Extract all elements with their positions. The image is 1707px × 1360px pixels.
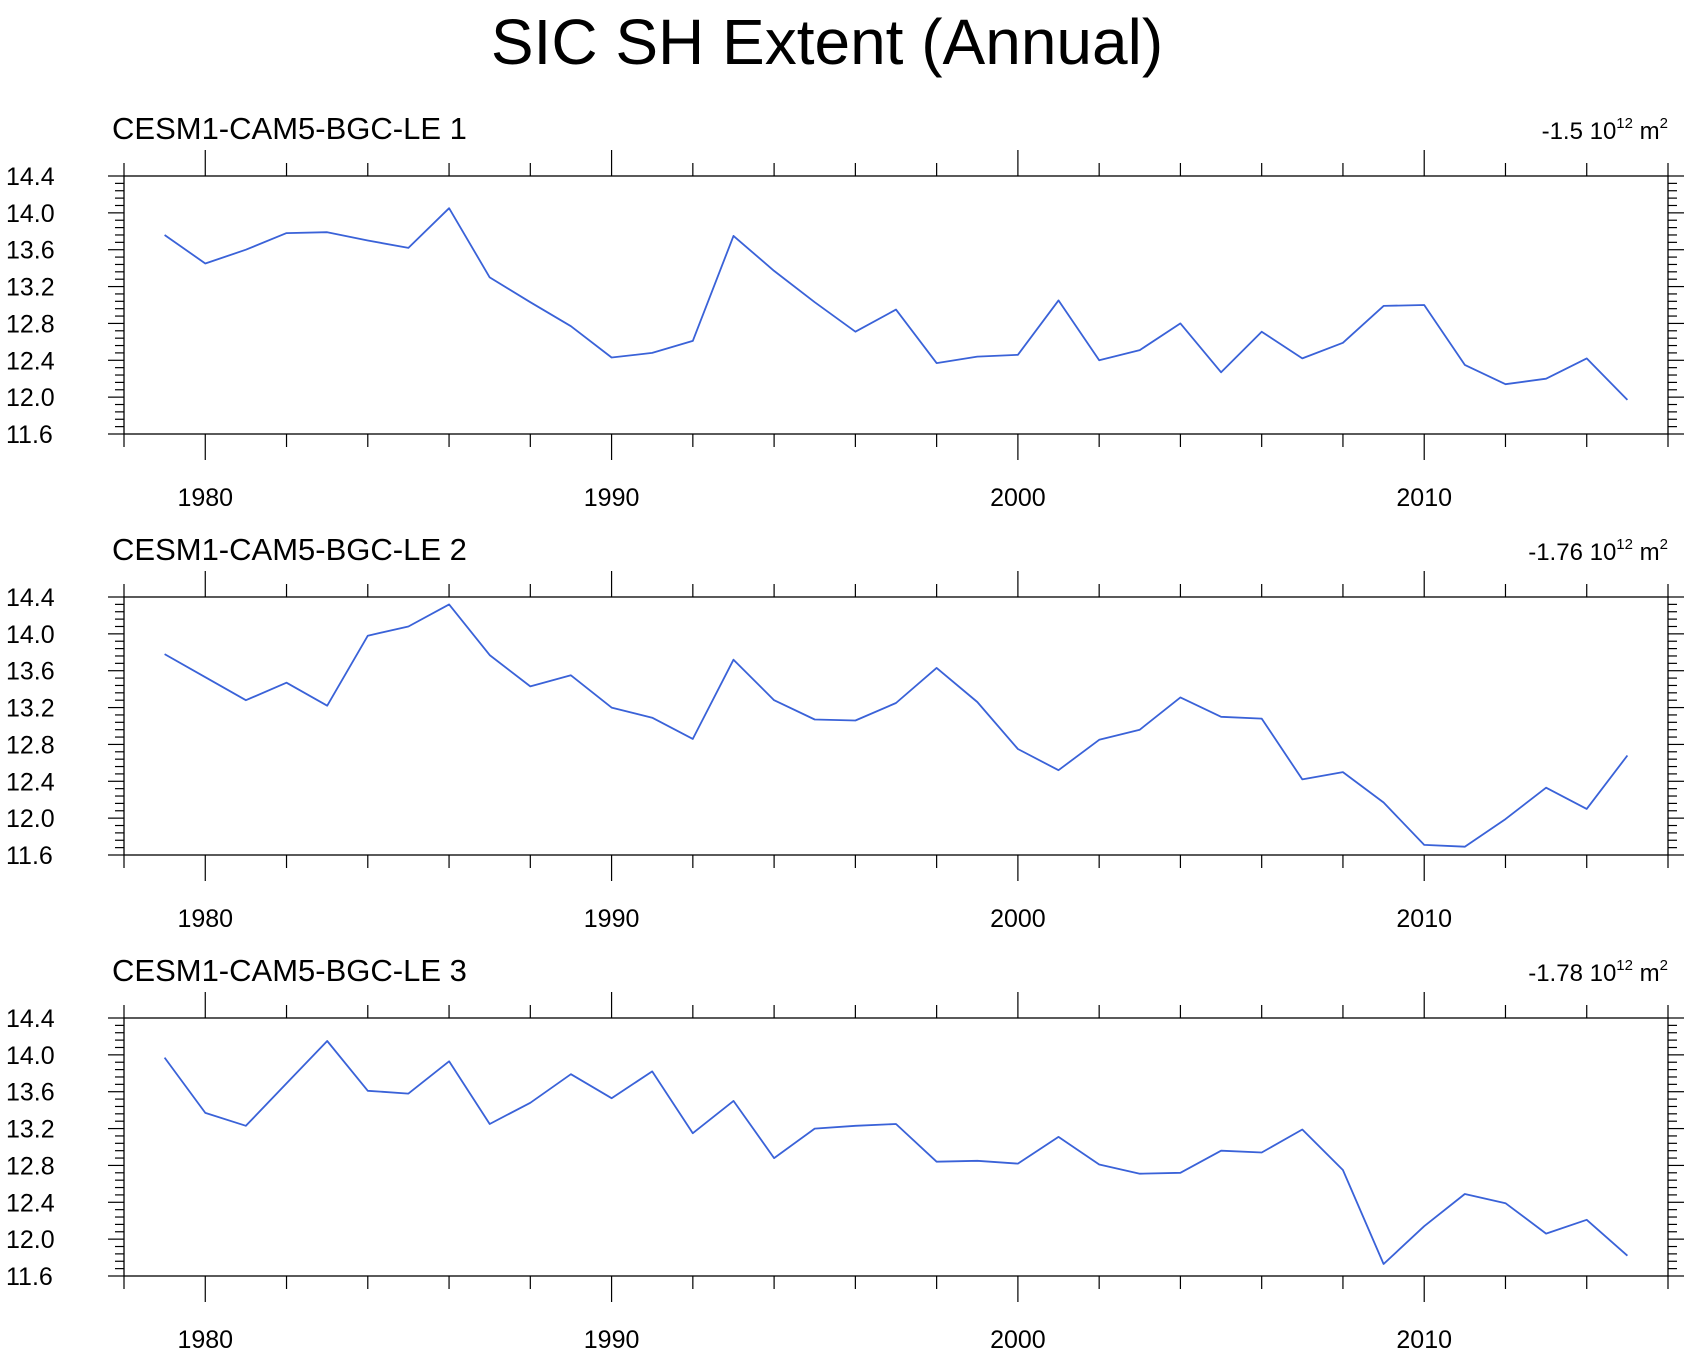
trend-label: -1.76 1012 m2	[1528, 536, 1668, 566]
trend-exponent: 12	[1616, 536, 1633, 553]
panel-3: CESM1-CAM5-BGC-LE 3 -1.78 1012 m2 1980 1990…	[6, 953, 1684, 1354]
trend-exponent: 2	[1660, 536, 1668, 553]
series-line	[164, 207, 1629, 401]
panel-title: CESM1-CAM5-BGC-LE 2	[112, 532, 467, 567]
y-tick-label: 12.8	[6, 731, 55, 759]
panel-title: CESM1-CAM5-BGC-LE 3	[112, 953, 467, 988]
y-tick-label: 12.8	[6, 1152, 55, 1180]
x-tick-label: 2000	[990, 1326, 1046, 1354]
trend-exponent: 12	[1616, 957, 1633, 974]
trend-exponent: 2	[1660, 957, 1668, 974]
y-tick-label: 14.4	[6, 163, 55, 191]
y-tick-label: 13.2	[6, 695, 55, 723]
series-line	[163, 1040, 1628, 1265]
y-tick-label: 14.4	[6, 584, 55, 612]
x-tick-label: 2010	[1396, 1326, 1452, 1354]
y-tick-label: 12.4	[6, 347, 55, 375]
y-tick-label: 12.0	[6, 1226, 55, 1254]
panel-2: CESM1-CAM5-BGC-LE 2 -1.76 1012 m2 1980 1990…	[6, 532, 1684, 933]
chart-title: SIC SH Extent (Annual)	[491, 6, 1163, 78]
trend-text: -1.5 10	[1542, 118, 1617, 145]
x-tick-label: 1990	[584, 1326, 640, 1354]
y-tick-label: 14.4	[6, 1005, 55, 1033]
y-tick-label: 13.6	[6, 658, 55, 686]
trend-text: -1.76 10	[1528, 539, 1616, 566]
y-tick-label: 12.8	[6, 310, 55, 338]
x-tick-label: 1980	[177, 1326, 233, 1354]
trend-label: -1.78 1012 m2	[1528, 957, 1668, 987]
x-tick-label: 1980	[177, 484, 233, 512]
y-tick-label: 11.6	[6, 421, 53, 449]
trend-text: -1.78 10	[1528, 960, 1616, 987]
x-tick-label: 1980	[177, 905, 233, 933]
plot-frame	[123, 175, 1669, 435]
y-tick-label: 11.6	[6, 842, 53, 870]
y-tick-label: 13.2	[6, 274, 55, 302]
x-tick-label: 2000	[990, 484, 1046, 512]
x-tick-label: 1990	[584, 484, 640, 512]
x-tick-label: 2000	[990, 905, 1046, 933]
plot-frame	[123, 596, 1669, 856]
y-tick-label: 12.4	[6, 1189, 55, 1217]
trend-text: m	[1633, 539, 1660, 566]
panel-title: CESM1-CAM5-BGC-LE 1	[112, 111, 467, 146]
trend-label: -1.5 1012 m2	[1542, 115, 1668, 145]
y-tick-label: 14.0	[6, 621, 55, 649]
y-tick-label: 13.6	[6, 237, 55, 265]
x-tick-label: 1990	[584, 905, 640, 933]
y-tick-label: 11.6	[6, 1263, 53, 1291]
x-tick-label: 2010	[1396, 484, 1452, 512]
trend-exponent: 2	[1660, 115, 1668, 132]
y-tick-label: 14.0	[6, 200, 55, 228]
x-tick-label: 2010	[1396, 905, 1452, 933]
trend-text: m	[1633, 960, 1660, 987]
y-tick-label: 14.0	[6, 1042, 55, 1070]
y-tick-label: 12.0	[6, 384, 55, 412]
trend-exponent: 12	[1616, 115, 1633, 132]
panel-1: CESM1-CAM5-BGC-LE 1 -1.5 1012 m2 1980 1990 2…	[6, 111, 1684, 512]
y-tick-label: 13.6	[6, 1079, 55, 1107]
plot-frame	[123, 1017, 1669, 1277]
y-tick-label: 12.0	[6, 805, 55, 833]
series-line	[164, 603, 1629, 848]
trend-text: m	[1633, 118, 1660, 145]
y-tick-label: 12.4	[6, 768, 55, 796]
y-tick-label: 13.2	[6, 1116, 55, 1144]
